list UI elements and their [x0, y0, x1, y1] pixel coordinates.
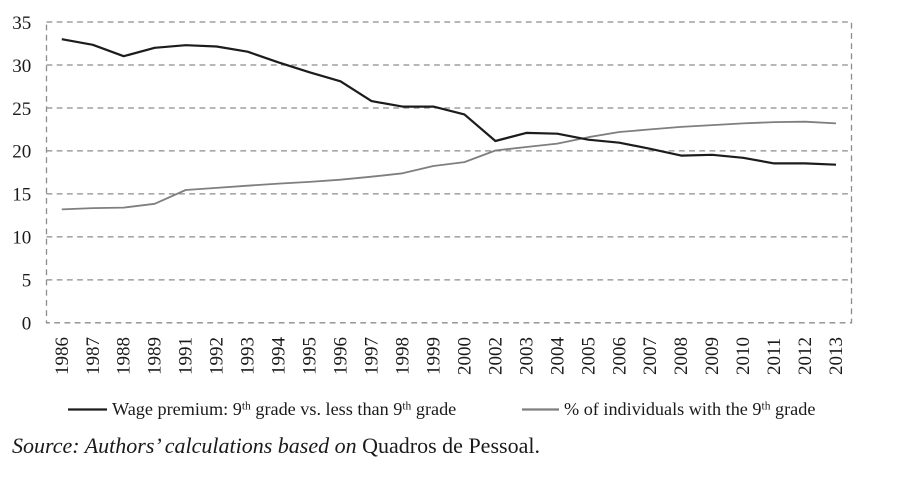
- svg-text:20: 20: [12, 142, 31, 163]
- svg-text:2009: 2009: [702, 337, 723, 375]
- svg-text:2002: 2002: [485, 337, 506, 375]
- svg-text:1991: 1991: [176, 337, 197, 375]
- svg-text:15: 15: [12, 185, 31, 206]
- svg-text:2013: 2013: [826, 337, 847, 375]
- svg-text:Wage premium: 9th grade vs. le: Wage premium: 9th grade vs. less than 9t…: [112, 399, 456, 419]
- svg-text:35: 35: [12, 13, 31, 34]
- svg-text:1998: 1998: [393, 337, 414, 375]
- svg-text:1986: 1986: [52, 337, 73, 375]
- svg-text:1999: 1999: [423, 337, 444, 375]
- svg-text:0: 0: [22, 314, 32, 335]
- svg-text:2012: 2012: [795, 337, 816, 375]
- svg-text:2010: 2010: [733, 337, 754, 375]
- svg-text:Source: Authors’ calculations: Source: Authors’ calculations based on Q…: [12, 433, 540, 458]
- svg-text:1988: 1988: [114, 337, 135, 375]
- svg-text:1987: 1987: [83, 337, 104, 375]
- svg-text:1995: 1995: [300, 337, 321, 375]
- svg-text:30: 30: [12, 56, 31, 77]
- svg-text:1997: 1997: [362, 337, 383, 375]
- svg-text:2003: 2003: [516, 337, 537, 375]
- svg-text:2000: 2000: [454, 337, 475, 375]
- svg-text:2005: 2005: [578, 337, 599, 375]
- svg-text:% of individuals with the 9th: % of individuals with the 9th grade: [564, 399, 815, 419]
- svg-text:1992: 1992: [207, 337, 228, 375]
- svg-text:1994: 1994: [269, 337, 290, 376]
- svg-text:1996: 1996: [331, 337, 352, 375]
- svg-text:2011: 2011: [764, 338, 785, 375]
- svg-text:2004: 2004: [547, 337, 568, 376]
- svg-text:5: 5: [22, 271, 32, 292]
- svg-text:2007: 2007: [640, 337, 661, 375]
- svg-text:2008: 2008: [671, 337, 692, 375]
- svg-text:1993: 1993: [238, 337, 259, 375]
- svg-text:10: 10: [12, 228, 31, 249]
- svg-text:1989: 1989: [145, 337, 166, 375]
- svg-text:25: 25: [12, 99, 31, 120]
- svg-text:2006: 2006: [609, 337, 630, 375]
